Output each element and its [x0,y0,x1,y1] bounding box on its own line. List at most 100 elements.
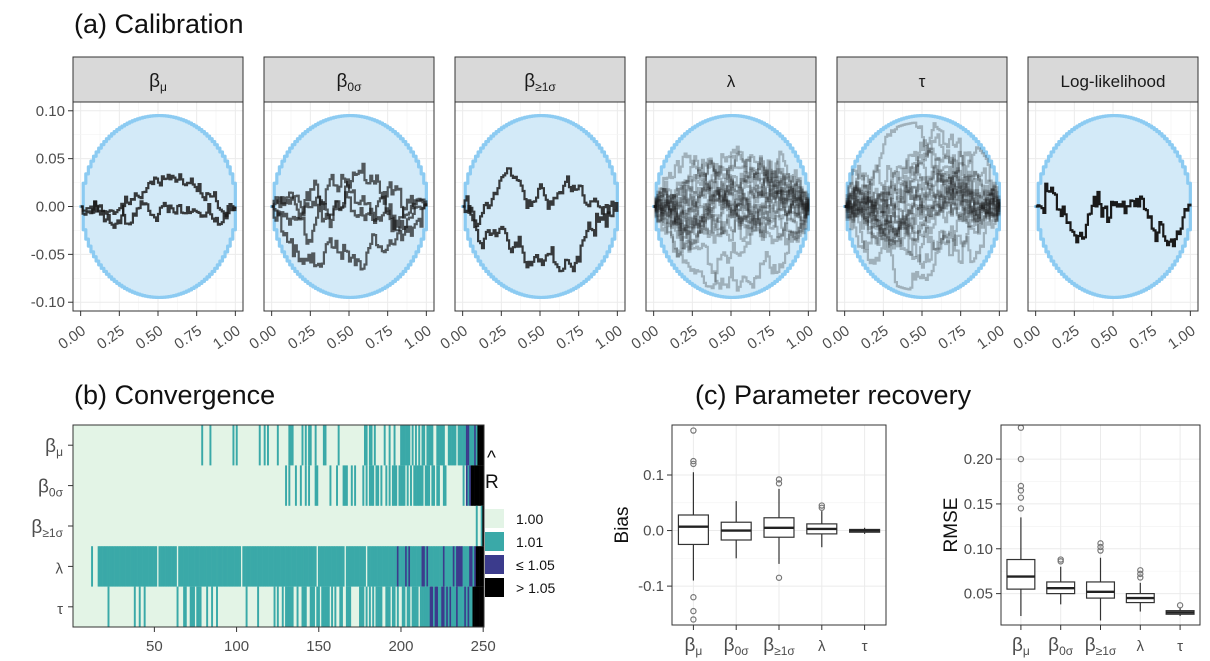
heatmap-cell [204,546,207,587]
outlier-point [1057,558,1064,565]
heatmap-cell [197,586,200,627]
x-tick-label-a: 0.75 [362,322,396,353]
heatmap-cell [474,465,477,506]
heatmap-cell [321,586,324,627]
heatmap-cell [449,586,452,627]
heatmap-cell [347,546,350,587]
heatmap-cell [373,425,376,466]
x-tick-label-c-sub: ≥1σ [774,644,795,658]
x-tick-label-c-base: β [724,635,735,656]
heatmap-cell [324,546,327,587]
heatmap-cell [309,546,312,587]
calibration-trace [653,150,810,219]
heatmap-cell [286,546,289,587]
heatmap-cell [288,465,291,506]
heatmap-cell [423,425,426,466]
heatmap-cell [285,586,288,627]
heatmap-cell [314,546,317,587]
heatmap-cell [123,546,126,587]
heatmap-cell [194,546,197,587]
heatmap-cell [250,546,253,587]
x-tick-label-a: 1.00 [974,322,1008,353]
heatmap-cell [171,546,174,587]
heatmap-cell [469,465,472,506]
heatmap-cell [281,586,284,627]
heatmap-cell [304,465,307,506]
heatmap-cell [199,586,202,627]
heatmap-cell [403,586,406,627]
heatmap-cell [197,546,200,587]
x-tick-label-a: 1.00 [1165,322,1199,353]
heatmap-cell [380,546,383,587]
heatmap-cell [419,546,422,587]
heatmap-cell [482,546,485,587]
calibration-trace [844,150,1001,214]
heatmap-cell [201,546,204,587]
heatmap-cell [372,546,375,587]
calibration-trace [271,203,428,271]
x-tick-label-a: 0.25 [94,322,128,353]
heatmap-cell [447,586,450,627]
heatmap-cell [406,465,409,506]
heatmap-cell [143,546,146,587]
heatmap-cell [252,546,255,587]
heatmap-cell [247,546,250,587]
heatmap-cell [281,546,284,587]
outlier-point [1097,547,1104,554]
heatmap-cell [436,546,439,587]
heatmap-cell [135,546,138,587]
heatmap-cell [145,546,148,587]
heatmap-cell [408,425,411,466]
heatmap-cell [161,546,164,587]
heatmap-cell [263,425,266,466]
panel-a-title: (a) Calibration [74,9,244,39]
heatmap-cell [331,586,334,627]
calibration-band [843,113,1001,300]
box-3 [806,502,838,548]
heatmap-cell [395,546,398,587]
heatmap-cell [176,586,179,627]
heatmap-cell [169,546,172,587]
heatmap-cell [229,546,232,587]
heatmap-cell [388,586,391,627]
heatmap-cell [183,546,186,587]
heatmap-cell [349,586,352,627]
heatmap-cell [313,546,315,587]
heatmap-cell [196,546,199,587]
heatmap-cell [456,586,458,627]
heatmap-cell [189,546,192,587]
heatmap-cell [173,546,176,587]
outlier-point [690,457,697,465]
facet-label-base: β [149,71,160,92]
facet-strip [454,56,626,103]
heatmap-cell [112,546,115,587]
heatmap-cell [285,546,288,587]
heatmap-cell [444,546,447,587]
heatmap-cell [431,586,434,627]
heatmap-cell [217,546,220,587]
calibration-trace [844,165,1001,238]
heatmap-cell [107,546,110,587]
heatmap-cell [467,586,470,627]
heatmap-cell [151,546,154,587]
heatmap-cell [337,546,340,587]
x-tick-label-a: 0.75 [553,322,587,353]
heatmap-cell [334,546,337,587]
heatmap-cell [142,546,144,587]
calibration-trace [271,162,428,245]
y-tick-label-a: -0.10 [31,294,65,311]
heatmap-cell [431,465,434,506]
calibration-trace [844,181,1001,246]
heatmap-cell [324,586,327,627]
facet-strip [72,56,244,103]
heatmap-cell [237,546,240,587]
heatmap-cell [433,465,435,506]
facet-0: βμ 0.00 0.25 0.50 0.75 1.00 [55,56,244,353]
heatmap-cell [235,546,238,587]
heatmap-cell [370,425,373,466]
calibration-trace [653,154,810,212]
calibration-trace [653,160,810,220]
heatmap-cell [344,465,347,506]
heatmap-cell [387,586,389,627]
